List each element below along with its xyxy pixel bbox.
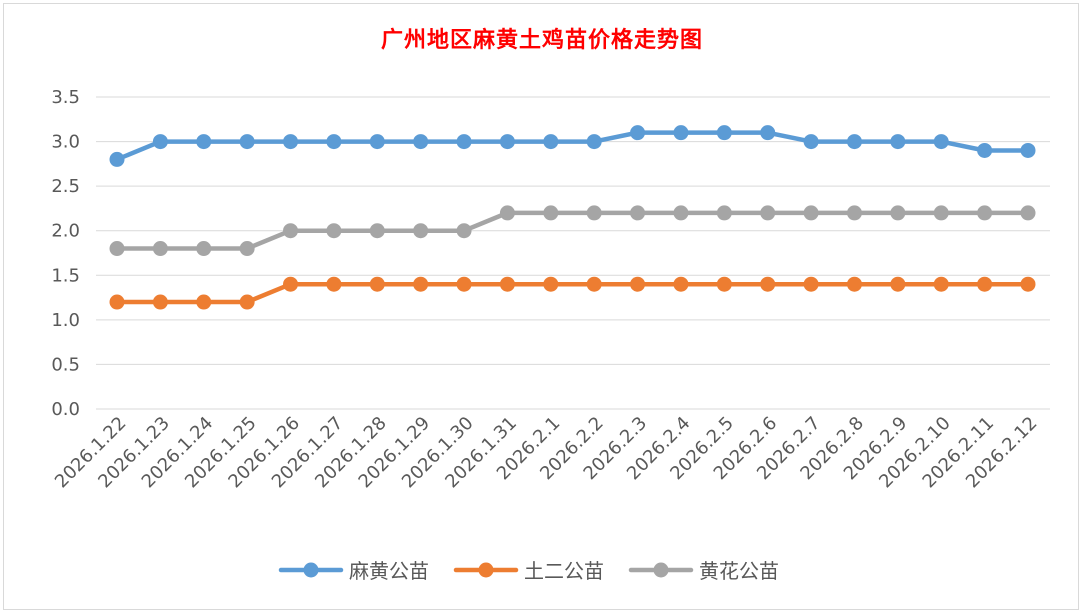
data-point [933,134,949,150]
data-point [760,125,776,141]
data-point [152,294,168,310]
data-point [499,134,515,150]
series-line [114,281,1031,305]
legend-label: 麻黄公苗 [349,559,429,583]
y-tick-label: 0.5 [51,354,80,375]
data-point [196,134,212,150]
data-point [499,276,515,292]
data-point [413,223,429,239]
y-tick-label: 1.0 [51,310,80,331]
chart-title: 广州地区麻黄土鸡苗价格走势图 [380,27,703,53]
legend-swatch-marker [653,562,669,578]
y-tick-label: 2.5 [51,176,80,197]
data-point [543,276,559,292]
legend-label: 土二公苗 [524,559,604,583]
data-point [543,134,559,150]
data-point [760,276,776,292]
y-tick-label: 3.0 [51,132,80,153]
data-point [326,223,342,239]
data-point [630,205,646,221]
y-tick-label: 3.5 [51,87,80,108]
data-point [109,294,125,310]
legend: 麻黄公苗 土二公苗 黄花公苗 [278,559,779,583]
data-point [283,134,299,150]
y-tick-label: 0.0 [51,399,80,420]
legend-swatch-marker [303,562,319,578]
data-point [239,134,255,150]
series-0 [109,125,1036,167]
legend-item: 土二公苗 [453,559,604,583]
data-point [543,205,559,221]
series-line [114,130,1031,162]
data-point [152,241,168,257]
series-line [114,210,1031,251]
data-point [760,205,776,221]
legend-item: 麻黄公苗 [278,559,429,583]
data-point [326,134,342,150]
data-point [196,241,212,257]
data-point [716,205,732,221]
legend-item: 黄花公苗 [628,559,779,583]
data-point [456,223,472,239]
data-point [846,205,862,221]
data-point [456,134,472,150]
series-2 [109,205,1036,257]
data-point [673,276,689,292]
data-point [977,205,993,221]
data-point [933,276,949,292]
data-point [803,205,819,221]
data-point [890,276,906,292]
data-point [846,276,862,292]
data-point [456,276,472,292]
data-point [109,151,125,167]
y-axis-ticks: 0.0 0.5 1.0 1.5 2.0 2.5 3.0 3.5 [51,87,80,420]
data-point [890,205,906,221]
series-1 [109,276,1036,310]
data-point [630,276,646,292]
legend-swatch-marker [478,562,494,578]
data-point [586,276,602,292]
data-point [716,276,732,292]
data-point [673,205,689,221]
data-point [283,276,299,292]
data-point [369,223,385,239]
data-point [239,294,255,310]
data-point [326,276,342,292]
legend-label: 黄花公苗 [699,559,779,583]
data-point [933,205,949,221]
y-tick-label: 2.0 [51,221,80,242]
data-point [630,125,646,141]
data-point [586,205,602,221]
data-point [283,223,299,239]
data-point [1020,276,1036,292]
data-point [239,241,255,257]
data-point [152,134,168,150]
x-axis-ticks: 2026.1.222026.1.232026.1.242026.1.252026… [51,413,1042,493]
data-point [673,125,689,141]
data-point [369,134,385,150]
data-point [413,134,429,150]
data-point [369,276,385,292]
data-point [586,134,602,150]
data-point [1020,205,1036,221]
y-tick-label: 1.5 [51,265,80,286]
data-point [109,241,125,257]
data-point [196,294,212,310]
chart-frame [3,3,1079,610]
data-point [1020,142,1036,158]
data-point [413,276,429,292]
data-point [499,205,515,221]
data-point [977,276,993,292]
data-point [977,142,993,158]
data-point [803,276,819,292]
data-point [803,134,819,150]
data-point [890,134,906,150]
data-point [846,134,862,150]
series-lines [109,125,1036,310]
data-point [716,125,732,141]
